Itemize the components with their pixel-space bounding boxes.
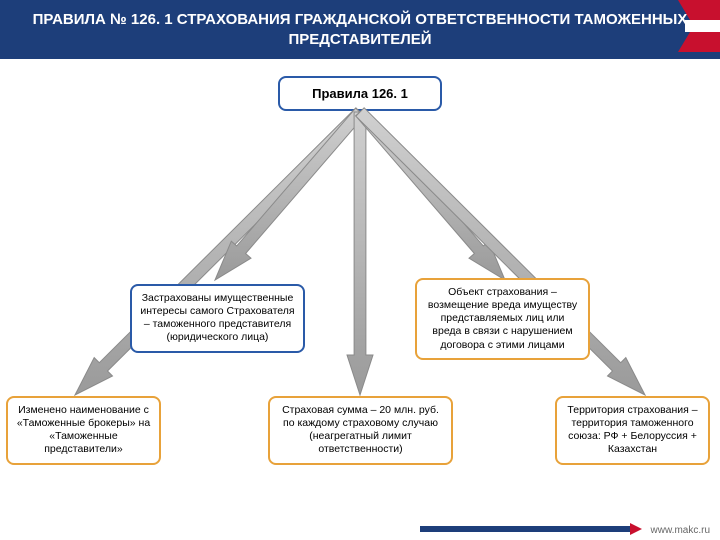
rules-title-text: Правила 126. 1 [312,86,408,101]
box-insurance-object: Объект страхования – возмещение вреда им… [415,278,590,360]
footer-url: www.makc.ru [651,525,710,536]
box-territory: Территория страхования – территория тамо… [555,396,710,465]
box-insured-text: Застрахованы имущественные интересы само… [140,292,294,343]
footer-bar [420,526,630,532]
slide-header: ПРАВИЛА № 126. 1 СТРАХОВАНИЯ ГРАЖДАНСКОЙ… [0,0,720,59]
box-renamed: Изменено наименование с «Таможенные брок… [6,396,161,465]
box-renamed-text: Изменено наименование с «Таможенные брок… [17,404,150,455]
box-insured-interests: Застрахованы имущественные интересы само… [130,284,305,353]
box-object-text: Объект страхования – возмещение вреда им… [428,286,577,351]
header-title: ПРАВИЛА № 126. 1 СТРАХОВАНИЯ ГРАЖДАНСКОЙ… [33,11,688,48]
rules-title-box: Правила 126. 1 [278,76,442,111]
footer: www.makc.ru [0,518,720,540]
box-insurance-sum: Страховая сумма – 20 млн. руб. по каждом… [268,396,453,465]
box-sum-text: Страховая сумма – 20 млн. руб. по каждом… [282,404,439,455]
arrow [356,108,505,280]
header-accent [660,0,720,59]
arrow [347,112,373,395]
arrow [215,108,364,280]
box-territory-text: Территория страхования – территория тамо… [567,404,697,455]
